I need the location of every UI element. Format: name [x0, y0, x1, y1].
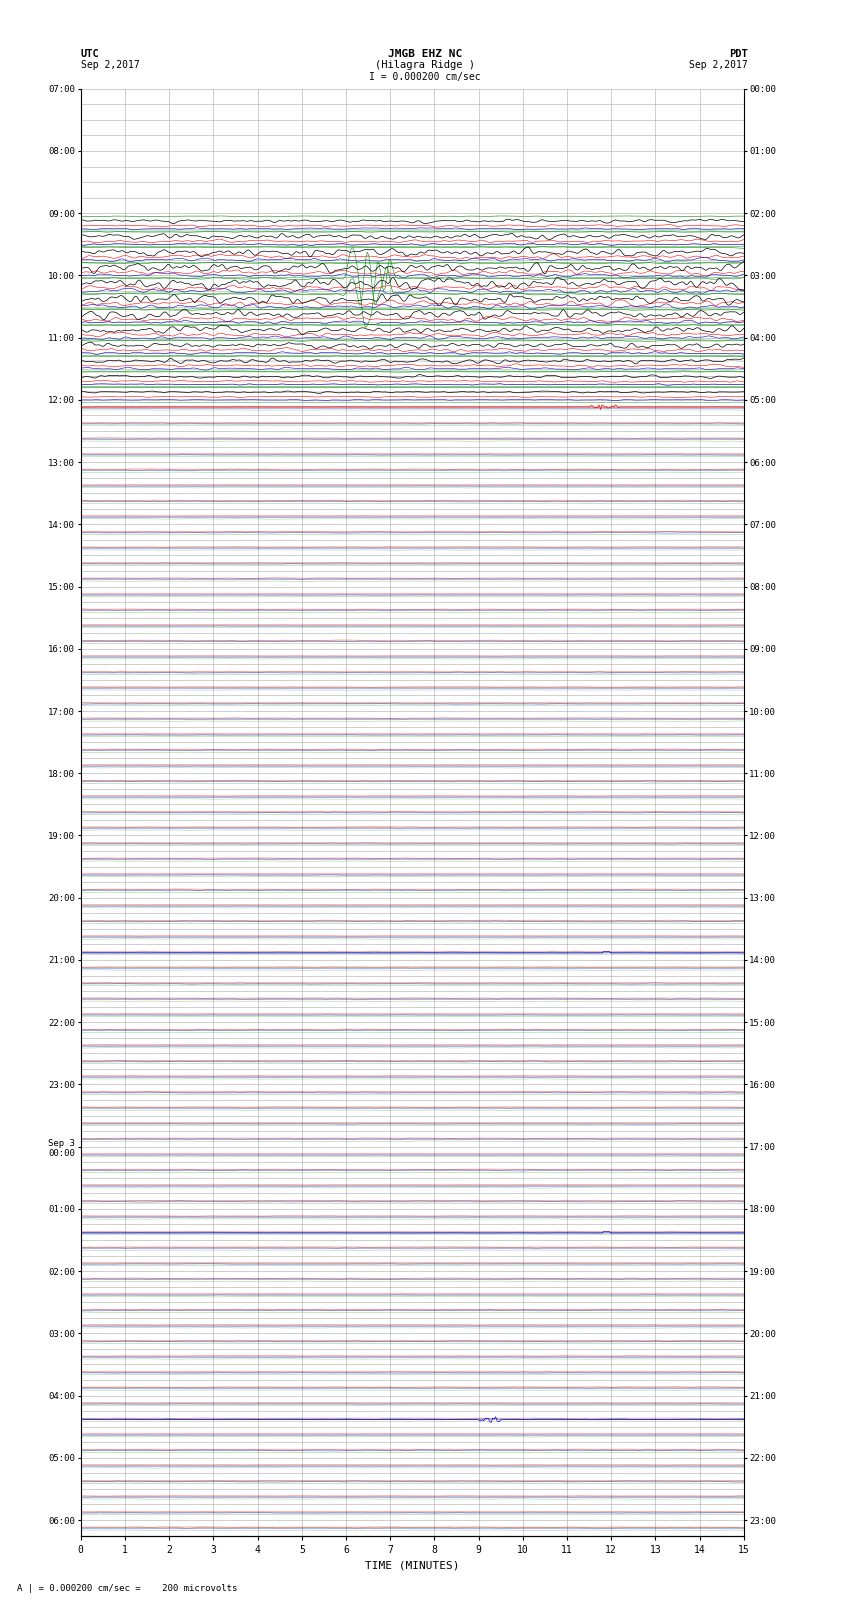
Text: JMGB EHZ NC: JMGB EHZ NC [388, 48, 462, 58]
Text: UTC: UTC [81, 48, 99, 58]
Text: Sep 2,2017: Sep 2,2017 [81, 60, 139, 71]
X-axis label: TIME (MINUTES): TIME (MINUTES) [365, 1560, 460, 1569]
Text: I = 0.000200 cm/sec: I = 0.000200 cm/sec [369, 73, 481, 82]
Text: Sep 2,2017: Sep 2,2017 [689, 60, 748, 71]
Text: A | = 0.000200 cm/sec =    200 microvolts: A | = 0.000200 cm/sec = 200 microvolts [17, 1584, 237, 1594]
Text: PDT: PDT [729, 48, 748, 58]
Text: (Hilagra Ridge ): (Hilagra Ridge ) [375, 60, 475, 71]
